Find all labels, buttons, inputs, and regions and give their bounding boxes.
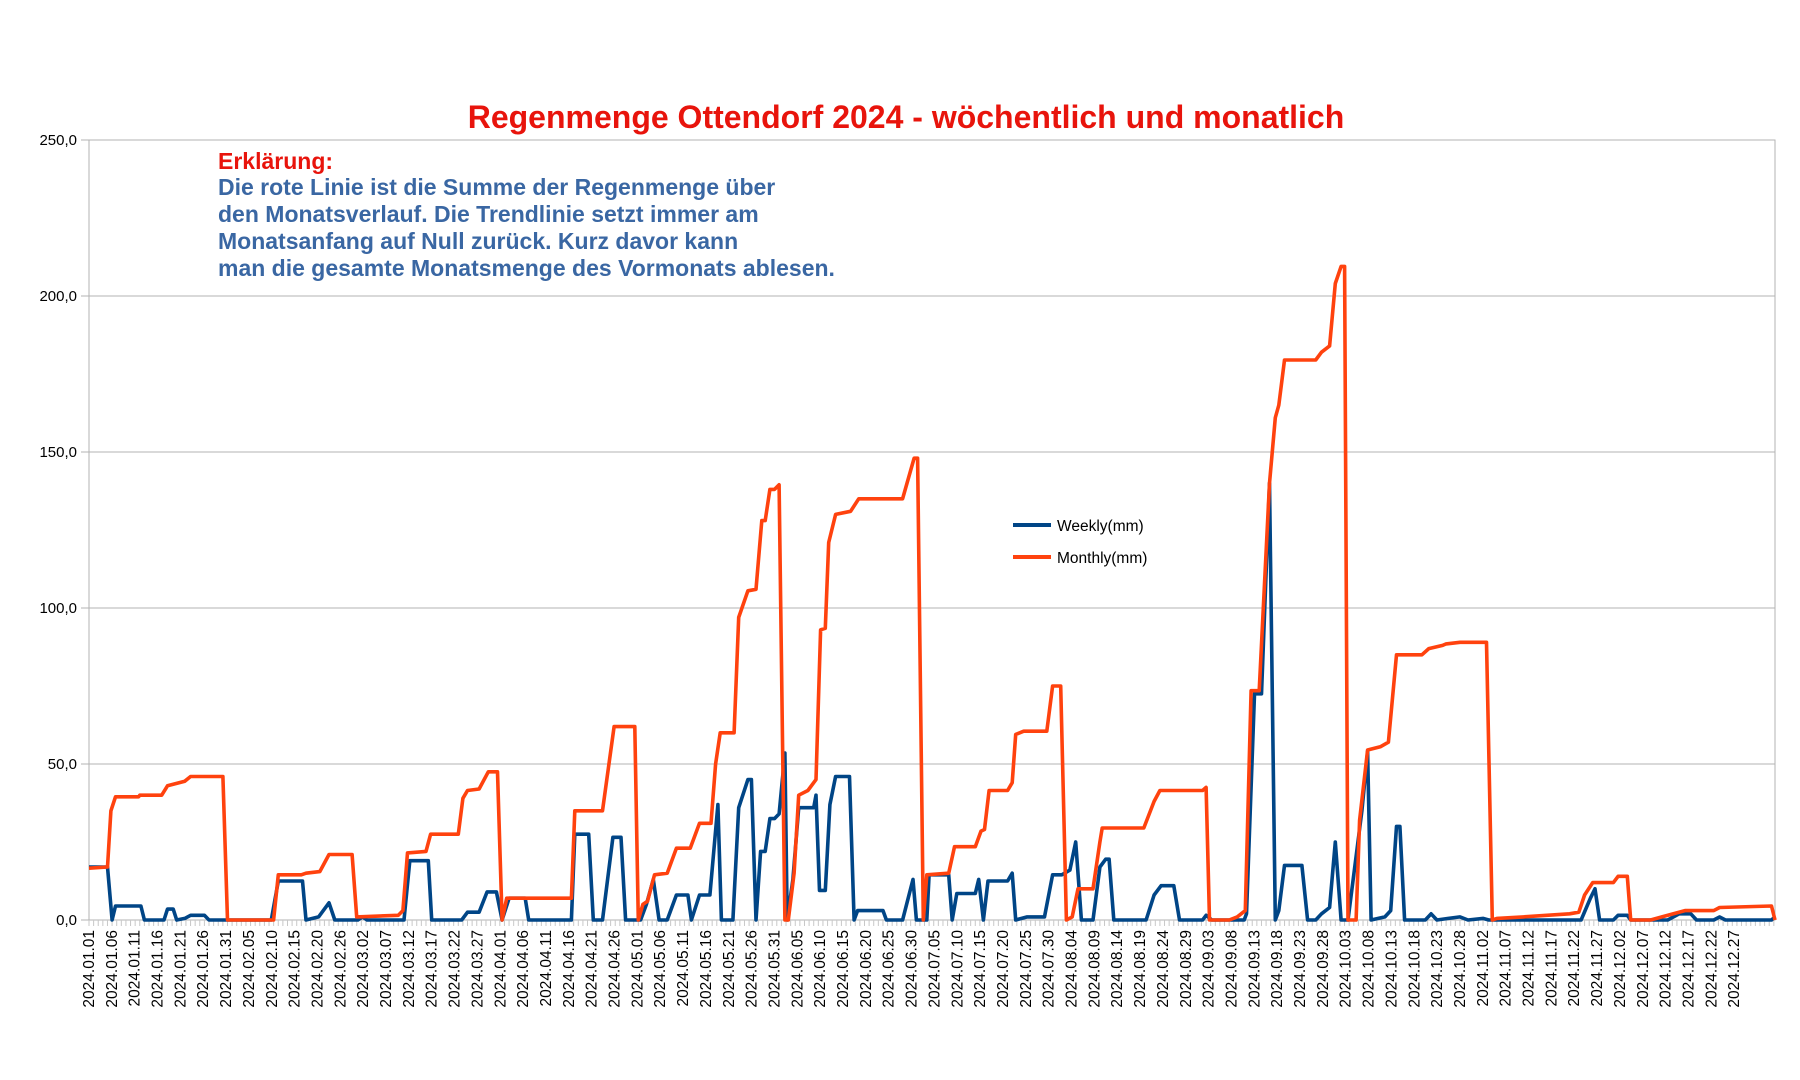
x-axis-ticks: 2024.01.01 2024.01.06 2024.01.11 2024.01.16… bbox=[81, 920, 1775, 1008]
x-tick-label: 2024.04.26 bbox=[607, 930, 624, 1008]
y-tick-label: 100,0 bbox=[39, 600, 77, 617]
chart-title: Regenmenge Ottendorf 2024 - wöchentlich … bbox=[468, 99, 1345, 135]
x-tick-label: 2024.11.17 bbox=[1543, 930, 1560, 1006]
x-tick-label: 2024.01.26 bbox=[195, 930, 212, 1008]
x-tick-label: 2024.11.07 bbox=[1498, 930, 1515, 1006]
x-tick-label: 2024.08.09 bbox=[1086, 930, 1103, 1008]
y-axis-ticks: 0,0 50,0 100,0 150,0 200,0 250,0 bbox=[39, 132, 77, 929]
x-tick-label: 2024.05.06 bbox=[652, 930, 669, 1008]
annotation-line-2: den Monatsverlauf. Die Trendlinie setzt … bbox=[218, 201, 759, 227]
x-tick-label: 2024.12.02 bbox=[1612, 930, 1629, 1008]
x-tick-label: 2024.05.21 bbox=[721, 930, 738, 1008]
x-tick-label: 2024.12.27 bbox=[1726, 930, 1743, 1008]
x-tick-label: 2024.09.13 bbox=[1246, 930, 1263, 1008]
series-line bbox=[88, 264, 1777, 922]
series-lines bbox=[88, 264, 1777, 922]
x-tick-label: 2024.08.14 bbox=[1109, 930, 1126, 1008]
x-tick-label: 2024.05.16 bbox=[698, 930, 715, 1008]
x-tick-label: 2024.07.05 bbox=[926, 930, 943, 1008]
annotation: Erklärung: Die rote Linie ist die Summe … bbox=[218, 148, 835, 281]
legend-label-monthly: Monthly(mm) bbox=[1057, 550, 1147, 567]
x-tick-label: 2024.01.11 bbox=[127, 930, 144, 1006]
y-tick-label: 50,0 bbox=[48, 756, 77, 773]
x-tick-label: 2024.09.08 bbox=[1223, 930, 1240, 1008]
x-tick-label: 2024.03.12 bbox=[401, 930, 418, 1008]
x-tick-label: 2024.10.28 bbox=[1452, 930, 1469, 1008]
x-tick-label: 2024.02.26 bbox=[332, 930, 349, 1008]
x-tick-label: 2024.09.28 bbox=[1315, 930, 1332, 1008]
x-tick-label: 2024.10.08 bbox=[1361, 930, 1378, 1008]
y-tick-label: 150,0 bbox=[39, 444, 77, 461]
annotation-heading: Erklärung: bbox=[218, 148, 333, 174]
x-tick-label: 2024.07.20 bbox=[995, 930, 1012, 1008]
x-tick-label: 2024.11.22 bbox=[1566, 930, 1583, 1006]
x-tick-label: 2024.06.25 bbox=[881, 930, 898, 1008]
x-tick-label: 2024.09.03 bbox=[1201, 930, 1218, 1008]
x-tick-label: 2024.05.01 bbox=[629, 930, 646, 1008]
x-tick-label: 2024.01.31 bbox=[218, 930, 235, 1008]
x-tick-label: 2024.10.13 bbox=[1383, 930, 1400, 1008]
annotation-line-1: Die rote Linie ist die Summe der Regenme… bbox=[218, 174, 775, 200]
x-tick-label: 2024.06.05 bbox=[789, 930, 806, 1008]
x-tick-label: 2024.05.31 bbox=[766, 930, 783, 1008]
y-tick-label: 250,0 bbox=[39, 132, 77, 149]
x-tick-label: 2024.05.11 bbox=[675, 930, 692, 1006]
x-tick-label: 2024.07.10 bbox=[949, 930, 966, 1008]
x-tick-label: 2024.10.03 bbox=[1338, 930, 1355, 1008]
y-tick-label: 200,0 bbox=[39, 288, 77, 305]
x-tick-label: 2024.09.18 bbox=[1269, 930, 1286, 1008]
x-tick-label: 2024.09.23 bbox=[1292, 930, 1309, 1008]
x-tick-label: 2024.07.30 bbox=[1041, 930, 1058, 1008]
series-monthlymm bbox=[88, 264, 1777, 922]
x-tick-label: 2024.03.07 bbox=[378, 930, 395, 1008]
y-tick-label: 0,0 bbox=[56, 912, 77, 929]
x-tick-label: 2024.08.29 bbox=[1178, 930, 1195, 1008]
x-tick-label: 2024.04.21 bbox=[584, 930, 601, 1008]
x-tick-label: 2024.12.12 bbox=[1658, 930, 1675, 1008]
x-tick-label: 2024.03.27 bbox=[469, 930, 486, 1008]
x-tick-label: 2024.12.07 bbox=[1635, 930, 1652, 1008]
x-tick-label: 2024.03.17 bbox=[424, 930, 441, 1008]
x-tick-label: 2024.03.02 bbox=[355, 930, 372, 1008]
x-tick-label: 2024.04.16 bbox=[561, 930, 578, 1008]
legend-label-weekly: Weekly(mm) bbox=[1057, 518, 1144, 535]
x-tick-label: 2024.08.04 bbox=[1064, 930, 1081, 1008]
x-tick-label: 2024.04.01 bbox=[492, 930, 509, 1008]
x-tick-label: 2024.01.16 bbox=[150, 930, 167, 1008]
x-tick-label: 2024.01.06 bbox=[104, 930, 121, 1008]
x-tick-label: 2024.07.25 bbox=[1018, 930, 1035, 1008]
x-tick-label: 2024.06.30 bbox=[904, 930, 921, 1008]
x-tick-label: 2024.07.15 bbox=[972, 930, 989, 1008]
annotation-line-3: Monatsanfang auf Null zurück. Kurz davor… bbox=[218, 228, 738, 254]
annotation-line-4: man die gesamte Monatsmenge des Vormonat… bbox=[218, 255, 835, 281]
x-tick-label: 2024.06.20 bbox=[858, 930, 875, 1008]
x-tick-label: 2024.12.22 bbox=[1703, 930, 1720, 1008]
x-tick-label: 2024.11.02 bbox=[1475, 930, 1492, 1006]
x-tick-label: 2024.10.23 bbox=[1429, 930, 1446, 1008]
x-tick-label: 2024.11.27 bbox=[1589, 930, 1606, 1006]
x-tick-label: 2024.10.18 bbox=[1406, 930, 1423, 1008]
x-tick-label: 2024.01.01 bbox=[81, 930, 98, 1008]
x-tick-label: 2024.02.20 bbox=[309, 930, 326, 1008]
x-tick-label: 2024.02.05 bbox=[241, 930, 258, 1008]
x-tick-label: 2024.12.17 bbox=[1680, 930, 1697, 1008]
x-tick-label: 2024.04.11 bbox=[538, 930, 555, 1006]
x-tick-label: 2024.06.10 bbox=[812, 930, 829, 1008]
x-tick-label: 2024.02.15 bbox=[287, 930, 304, 1008]
x-tick-label: 2024.05.26 bbox=[744, 930, 761, 1008]
x-tick-label: 2024.02.10 bbox=[264, 930, 281, 1008]
x-tick-label: 2024.04.06 bbox=[515, 930, 532, 1008]
x-tick-label: 2024.08.19 bbox=[1132, 930, 1149, 1008]
x-tick-label: 2024.08.24 bbox=[1155, 930, 1172, 1008]
x-tick-label: 2024.11.12 bbox=[1521, 930, 1538, 1006]
x-tick-label: 2024.03.22 bbox=[447, 930, 464, 1008]
x-tick-label: 2024.06.15 bbox=[835, 930, 852, 1008]
x-tick-label: 2024.01.21 bbox=[172, 930, 189, 1008]
legend: Weekly(mm) Monthly(mm) bbox=[1013, 518, 1147, 567]
